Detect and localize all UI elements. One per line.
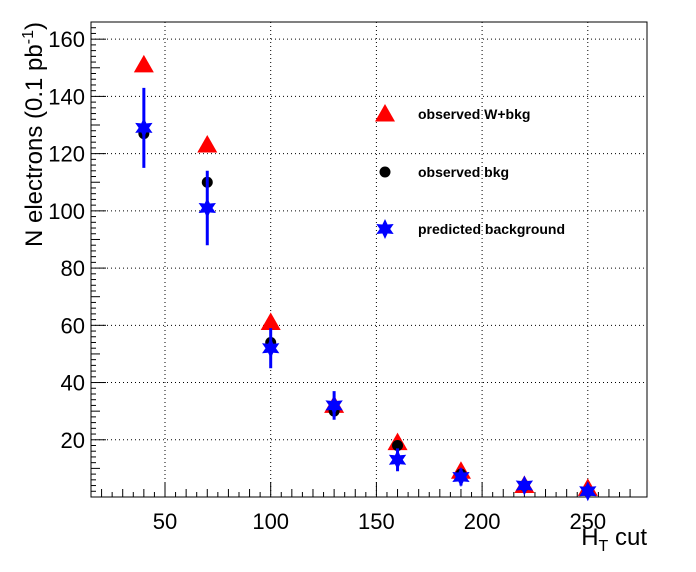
grid-lines xyxy=(91,22,647,497)
predicted-background-point xyxy=(262,338,280,359)
x-axis-label: HT cut xyxy=(581,524,647,555)
y-tick-label: 100 xyxy=(48,199,85,224)
y-tick-label: 120 xyxy=(48,142,85,167)
x-tick-label: 150 xyxy=(358,509,395,534)
x-tick-label: 50 xyxy=(153,509,177,534)
plot-frame xyxy=(90,21,648,498)
x-tick-labels: 50 100 150 200 250 xyxy=(153,509,606,534)
legend-marker-observed-bkg xyxy=(379,166,391,178)
y-tick-label: 140 xyxy=(48,84,85,109)
y-tick-label: 160 xyxy=(48,27,85,52)
x-tick-label: 100 xyxy=(252,509,289,534)
observed-w-bkg-point xyxy=(260,312,281,330)
predicted-background-point xyxy=(515,475,534,496)
y-axis-label: N electrons (0.1 pb-1) xyxy=(20,22,48,247)
predicted-background-point xyxy=(135,117,153,138)
y-tick-labels: 20 40 60 80 100 120 140 160 xyxy=(48,27,85,453)
observed-w-bkg-point xyxy=(133,54,154,73)
predicted-background-point xyxy=(388,449,407,470)
observed-bkg-point xyxy=(392,439,404,451)
predicted-background-point xyxy=(452,466,470,487)
legend-label-observed-w-bkg: observed W+bkg xyxy=(418,106,530,122)
x-tick-label: 250 xyxy=(569,509,606,534)
y-tick-label: 40 xyxy=(61,371,85,396)
y-tick-label: 60 xyxy=(61,313,85,338)
legend-label-predicted-background: predicted background xyxy=(418,221,565,237)
legend-marker-observed-w-bkg xyxy=(375,104,395,122)
legend: observed W+bkg observed bkg predicted back… xyxy=(375,104,565,239)
observed-w-bkg-point xyxy=(197,135,218,153)
legend-marker-predicted-background xyxy=(376,219,394,239)
y-tick-label: 80 xyxy=(61,256,85,281)
x-tick-label: 200 xyxy=(464,509,501,534)
predicted-background-point xyxy=(325,395,343,416)
legend-label-observed-bkg: observed bkg xyxy=(418,164,509,180)
predicted-background-point xyxy=(579,481,597,502)
axis-ticks xyxy=(91,27,631,497)
data-points xyxy=(133,54,598,502)
y-tick-label: 20 xyxy=(61,428,85,453)
predicted-background-point xyxy=(198,197,216,218)
